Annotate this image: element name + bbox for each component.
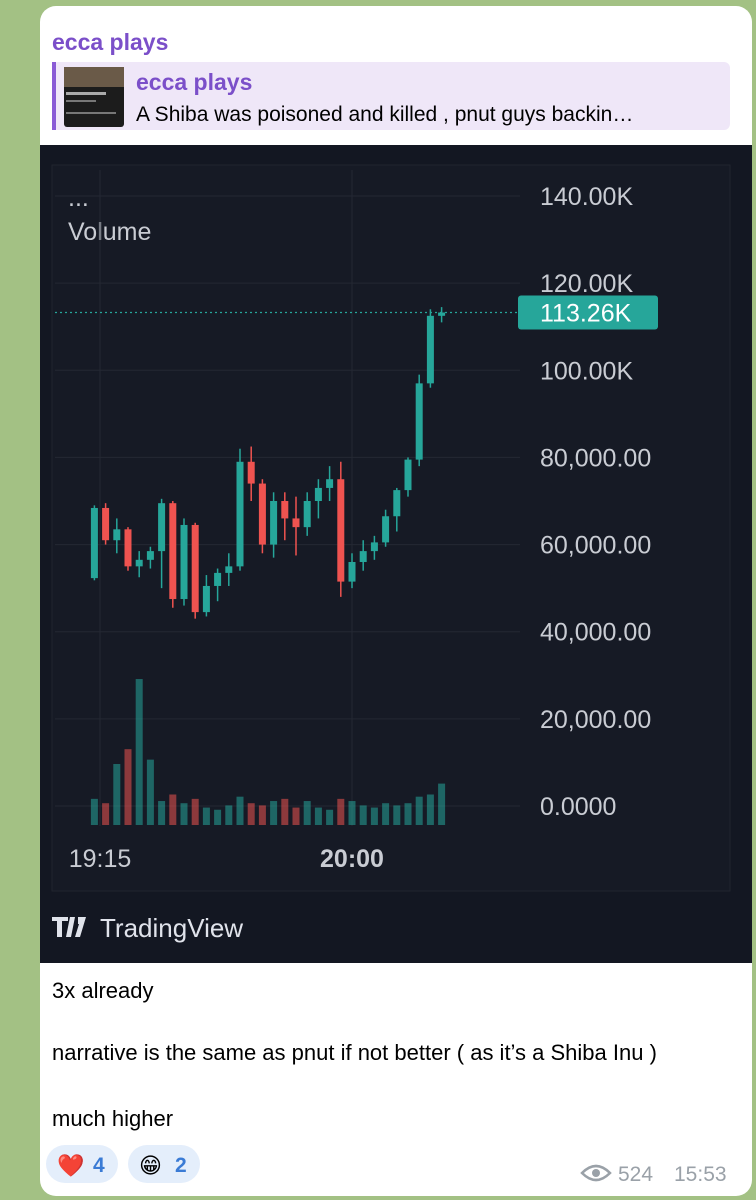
volume-bar — [180, 803, 188, 825]
candle-body — [102, 507, 110, 541]
reaction[interactable]: 😁 2 — [128, 1145, 200, 1183]
author[interactable]: ecca plays — [52, 29, 168, 55]
candle-body — [404, 459, 412, 491]
candle-body — [180, 524, 188, 600]
volume-bar — [225, 805, 233, 825]
time: 15:53 — [674, 1163, 727, 1186]
reply-preview[interactable]: ecca plays A Shiba was poisoned and kill… — [52, 62, 730, 130]
volume-bar — [281, 798, 289, 825]
volume-bar — [146, 759, 154, 825]
volume-bar — [236, 796, 244, 825]
view-icon — [580, 1164, 612, 1182]
last-price-box — [518, 295, 658, 330]
candle-body — [146, 551, 154, 560]
volume-bar — [337, 798, 345, 825]
indicator-menu: ... — [68, 184, 89, 212]
y-tick-label: 60,000.00 — [540, 532, 651, 560]
indicator-label: Volume — [68, 218, 151, 246]
volume-bar — [258, 805, 266, 825]
message-line: much higher — [52, 1106, 173, 1131]
message-line: narrative is the same as pnut if not bet… — [52, 1040, 657, 1065]
volume-bar — [438, 783, 446, 825]
volume-bar — [135, 679, 143, 825]
y-tick-label: 40,000.00 — [540, 619, 651, 647]
candle-body — [303, 501, 311, 528]
last-price-label: 113.26K — [540, 300, 632, 328]
volume-bar — [370, 807, 378, 825]
volume-bar — [326, 809, 334, 825]
volume-bar — [202, 807, 210, 825]
candle-body — [258, 483, 266, 545]
volume-bar — [404, 803, 412, 825]
candle-body — [438, 312, 446, 316]
y-tick-label: 20,000.00 — [540, 706, 651, 734]
volume-bar — [348, 801, 356, 825]
reaction-emoji: 😁 — [139, 1153, 162, 1178]
candle-body — [113, 529, 121, 541]
y-tick-label: 80,000.00 — [540, 444, 651, 472]
candle-body — [326, 479, 334, 488]
volume-bar — [314, 807, 322, 825]
views: 524 — [618, 1163, 653, 1186]
candle-body — [90, 507, 98, 579]
volume-bar — [90, 798, 98, 825]
reply-text: A Shiba was poisoned and killed , pnut g… — [136, 103, 633, 126]
volume-bar — [382, 803, 390, 825]
candle-body — [292, 518, 300, 528]
y-tick-label: 0.0000 — [540, 793, 616, 821]
reaction-emoji: ❤️ — [57, 1153, 85, 1178]
candle-body — [236, 461, 244, 567]
candle-body — [382, 516, 390, 543]
message-line: 3x already — [52, 978, 154, 1003]
reaction-count: 2 — [175, 1154, 187, 1177]
candle-body — [270, 501, 278, 545]
brand: TradingView — [100, 913, 243, 943]
candle-body — [393, 490, 401, 517]
candle-body — [202, 585, 210, 613]
x-tick-label: 19:15 — [69, 845, 132, 873]
candle-body — [426, 315, 434, 384]
y-tick-label: 120.00K — [540, 270, 633, 298]
candle-body — [158, 503, 166, 552]
volume-bar — [303, 801, 311, 825]
volume-bar — [102, 803, 110, 825]
candle-body — [348, 562, 356, 582]
volume-bar — [214, 809, 222, 825]
candle-body — [247, 461, 255, 484]
candle-body — [314, 487, 322, 501]
volume-bar — [113, 764, 121, 825]
candle-body — [214, 572, 222, 586]
y-tick-label: 100.00K — [540, 357, 633, 385]
candle-body — [169, 503, 177, 600]
candle-body — [415, 383, 423, 460]
reaction[interactable]: ❤️ 4 — [46, 1145, 118, 1183]
x-tick-label: 20:00 — [320, 845, 384, 873]
tradingview-logo: TradingView — [52, 913, 243, 943]
y-tick-label: 140.00K — [540, 183, 633, 211]
candle-body — [359, 551, 367, 562]
volume-bar — [158, 801, 166, 825]
candle-body — [124, 529, 132, 567]
volume-bar — [359, 805, 367, 825]
candle-body — [191, 524, 199, 613]
volume-bar — [426, 794, 434, 825]
volume-bar — [393, 805, 401, 825]
volume-bar — [415, 796, 423, 825]
volume-bar — [169, 794, 177, 825]
candle-body — [225, 566, 233, 573]
candle-body — [370, 542, 378, 552]
candle-body — [135, 559, 143, 567]
volume-bar — [191, 798, 199, 825]
volume-bar — [247, 803, 255, 825]
volume-bar — [124, 749, 132, 825]
candle-body — [337, 479, 345, 582]
reaction-count: 4 — [93, 1154, 105, 1177]
volume-bar — [270, 801, 278, 825]
candle-body — [281, 501, 289, 519]
reply-author: ecca plays — [136, 69, 252, 95]
volume-bar — [292, 807, 300, 825]
